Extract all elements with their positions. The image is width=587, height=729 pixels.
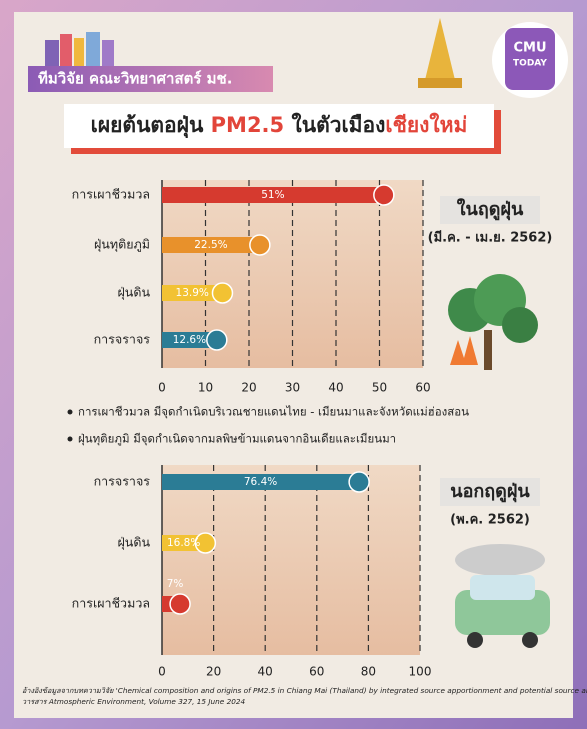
decor-temple [418, 18, 462, 88]
bullet [67, 409, 73, 415]
category-label: ฝุ่นดิน [117, 535, 150, 551]
decor-car [455, 544, 550, 648]
logo: CMU TODAY [492, 22, 568, 98]
note: การเผาชีวมวล มีจุดกำเนิดบริเวณชายแดนไทย … [78, 405, 469, 419]
x-tick-label: 60 [309, 665, 324, 679]
decor-tree [448, 274, 538, 370]
team-label: ทีมวิจัย คณะวิทยาศาสตร์ มช. [38, 70, 232, 88]
team-banner [28, 66, 273, 92]
period-title: นอกฤดูฝุ่น [450, 481, 530, 503]
bar [162, 187, 384, 203]
category-label: ฝุ่นดิน [117, 285, 150, 301]
title-part: เผยต้นตอฝุ่น [91, 113, 211, 139]
period-box [440, 478, 540, 506]
x-tick-label: 80 [361, 665, 376, 679]
bar-end-icon [211, 282, 234, 304]
bullet [67, 436, 73, 442]
source: วารสาร Atmospheric Environment, Volume 3… [22, 697, 246, 706]
category-label: การเผาชีวมวล [72, 596, 150, 611]
x-tick-label: 0 [158, 381, 166, 395]
bar-end-icon [194, 532, 217, 554]
period-subtitle: (มี.ค. - เม.ย. 2562) [428, 230, 553, 246]
category-label: การจราจร [94, 332, 151, 347]
logo-text: CMU [513, 41, 546, 56]
value-label: 7% [167, 578, 184, 590]
title-part: ในตัวเมือง [284, 112, 385, 137]
note: ฝุ่นทุติยภูมิ มีจุดกำเนิดจากมลพิษข้ามแดน… [78, 432, 396, 446]
bar [162, 237, 260, 253]
x-tick-label: 30 [285, 381, 300, 395]
bar-end-icon [206, 329, 228, 351]
logo-text: TODAY [513, 59, 547, 69]
value-label: 76.4% [244, 476, 277, 488]
x-tick-label: 40 [328, 381, 343, 395]
value-label: 16.8% [167, 537, 200, 549]
value-label: 13.9% [176, 287, 209, 299]
title-part: PM2.5 [211, 113, 285, 137]
x-tick-label: 10 [198, 381, 213, 395]
title-box [64, 104, 494, 148]
bar [162, 332, 217, 348]
category-label: การเผาชีวมวล [72, 187, 150, 202]
x-tick-label: 20 [241, 381, 256, 395]
bar [162, 285, 223, 301]
x-tick-label: 40 [258, 665, 273, 679]
category-label: ฝุ่นทุติยภูมิ [94, 237, 150, 253]
period-title: ในฤดูฝุ่น [457, 198, 524, 221]
bar-end-icon [249, 234, 271, 256]
period-box [440, 196, 540, 224]
bar [162, 474, 360, 490]
source: อ้างอิงข้อมูลจากบทความวิจัย 'Chemical co… [22, 686, 587, 695]
value-label: 51% [261, 189, 284, 201]
decor-books [45, 32, 114, 66]
value-label: 12.6% [173, 334, 206, 346]
bar-end-icon [348, 471, 370, 493]
value-label: 22.5% [194, 239, 227, 251]
x-tick-label: 60 [415, 381, 430, 395]
title: เผยต้นตอฝุ่น PM2.5 ในตัวเมืองเชียงใหม่ [91, 112, 468, 139]
x-tick-label: 20 [206, 665, 221, 679]
bar-end-icon [169, 593, 191, 615]
title-part: เชียงใหม่ [385, 112, 467, 137]
plot-background [162, 465, 420, 655]
x-tick-label: 100 [409, 665, 432, 679]
period-subtitle: (พ.ค. 2562) [450, 513, 530, 528]
bar [162, 535, 206, 551]
bar-end-icon [373, 184, 395, 206]
x-tick-label: 0 [158, 665, 166, 679]
x-tick-label: 50 [372, 381, 387, 395]
category-label: การจราจร [94, 474, 151, 489]
